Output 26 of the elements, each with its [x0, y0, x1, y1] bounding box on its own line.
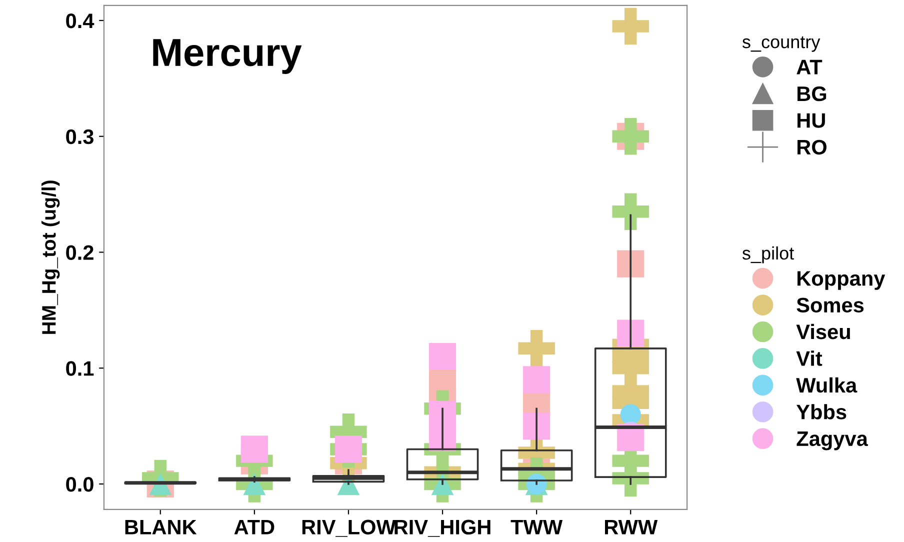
- legend-label: Wulka: [796, 377, 858, 393]
- legend-label: AT: [796, 60, 822, 74]
- text: s_pilot: [742, 246, 794, 264]
- x-tick-label: RWW: [605, 520, 658, 534]
- text: Mercury: [153, 39, 302, 74]
- y-axis-title: HM_Hg_tot (ug/l): [42, 180, 60, 334]
- x-tick-label: RIV_HIGH: [394, 520, 490, 537]
- legend-label: BG: [798, 86, 826, 102]
- x-tick-label: ATD: [234, 520, 274, 534]
- legend-label: Vit: [796, 350, 822, 366]
- x-tick-label: RIV_LOW: [302, 520, 396, 537]
- legend-label: Viseu: [796, 324, 850, 340]
- y-tick-label: 0.3: [66, 129, 94, 144]
- y-tick-label: 0.4: [66, 13, 94, 28]
- y-tick-label: 0.2: [66, 245, 94, 260]
- legend-label: RO: [798, 140, 826, 155]
- y-tick-label: 0.0: [66, 476, 94, 492]
- legend-label: Zagyva: [796, 432, 868, 450]
- legend-label: Ybbs: [796, 404, 846, 420]
- legend-label: HU: [798, 113, 825, 128]
- legend-label: Somes: [796, 298, 864, 313]
- text: s_country: [742, 36, 820, 52]
- legend-label: Koppany: [798, 271, 886, 290]
- y-tick-label: 0.1: [66, 361, 94, 376]
- x-tick-label: BLANK: [125, 520, 197, 534]
- x-tick-label: TWW: [510, 520, 563, 534]
